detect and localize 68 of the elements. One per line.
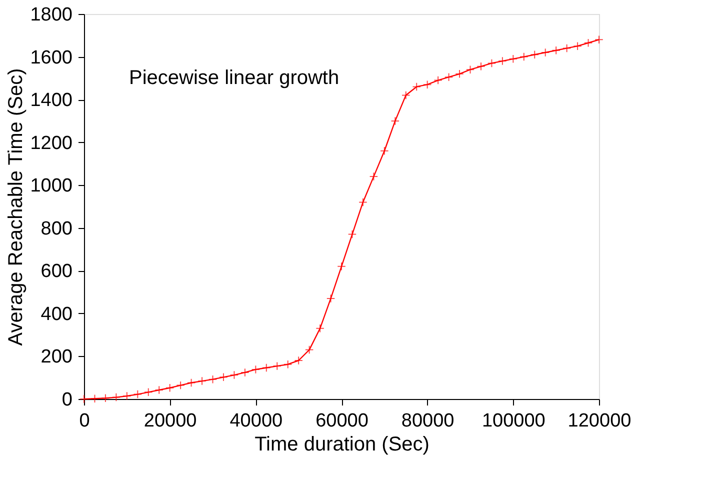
point — [584, 38, 593, 48]
y-axis-title: Average Reachable Time (Sec) — [5, 68, 28, 346]
point — [348, 230, 357, 239]
x-tick-label: 20000 — [144, 410, 197, 432]
point — [90, 394, 100, 403]
x-tick-label: 0 — [79, 410, 90, 432]
point — [101, 394, 110, 403]
point — [402, 90, 410, 100]
point — [466, 65, 475, 74]
point — [112, 392, 121, 402]
point — [552, 46, 560, 55]
y-tick-label: 600 — [40, 261, 72, 282]
point — [186, 378, 196, 388]
point — [144, 388, 153, 397]
x-tick-label: 60000 — [316, 410, 368, 432]
point — [316, 324, 324, 333]
point — [154, 386, 164, 394]
point — [412, 82, 421, 92]
point — [434, 76, 442, 85]
x-tick-label: 80000 — [401, 410, 454, 432]
point — [337, 262, 346, 271]
point — [422, 80, 432, 89]
point — [498, 56, 507, 66]
point — [133, 390, 142, 399]
y-tick-label: 0 — [62, 390, 72, 410]
y-tick-label: 400 — [40, 304, 72, 325]
point — [198, 376, 206, 386]
point — [304, 345, 314, 354]
point — [272, 362, 282, 370]
point — [262, 363, 271, 372]
point — [230, 370, 239, 380]
x-tick-label: 120000 — [568, 410, 632, 432]
point — [530, 50, 539, 60]
y-tick-label: 800 — [40, 218, 72, 240]
y-tick-label: 200 — [40, 346, 72, 368]
point — [540, 48, 550, 57]
point — [176, 380, 185, 390]
point — [240, 368, 250, 377]
point — [251, 365, 260, 374]
x-axis-title: Time duration (Sec) — [254, 434, 430, 456]
point — [380, 146, 389, 156]
y-tick-label: 1800 — [30, 4, 72, 26]
y-tick-label: 1600 — [30, 47, 72, 68]
x-tick-label: 100000 — [482, 410, 546, 432]
point — [573, 42, 582, 50]
point — [487, 58, 496, 68]
x-tick-label: 40000 — [230, 410, 283, 432]
y-tick-label: 1000 — [30, 176, 72, 197]
point — [122, 392, 132, 400]
point — [219, 372, 228, 382]
point — [520, 52, 528, 62]
annotation: Piecewise linear growth — [129, 67, 340, 89]
point — [476, 62, 486, 71]
point — [326, 294, 336, 303]
point — [358, 198, 368, 207]
point — [165, 384, 174, 392]
point — [283, 360, 292, 369]
point — [294, 356, 303, 365]
y-tick-label: 1200 — [30, 132, 72, 154]
point — [594, 35, 604, 44]
point — [369, 172, 378, 181]
point — [208, 374, 218, 384]
point — [390, 116, 400, 126]
point — [508, 54, 518, 64]
point — [455, 70, 464, 78]
point — [562, 44, 572, 53]
y-tick-label: 1400 — [30, 90, 72, 112]
point — [444, 72, 454, 82]
